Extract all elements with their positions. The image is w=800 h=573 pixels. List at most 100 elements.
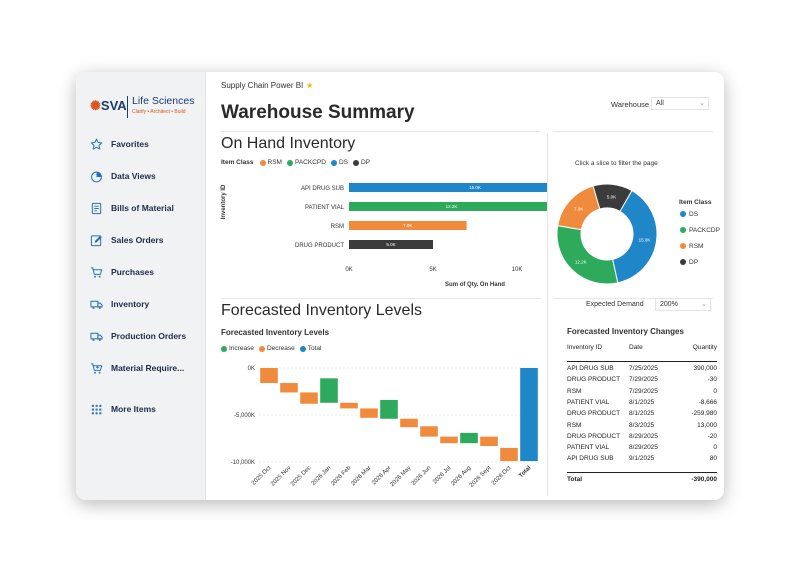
legend-item-packcpd[interactable]: PACKCPD <box>286 159 326 166</box>
donut-slice[interactable] <box>612 189 658 284</box>
data-label: 7.0K <box>403 223 412 228</box>
on-hand-bar-chart[interactable]: Inventory ID API DRUG SUB 15.0K PATIENT VIA… <box>217 172 547 298</box>
legend-swatch <box>330 159 337 166</box>
sidebar-item-favorites[interactable]: Favorites <box>90 135 149 153</box>
sidebar-item-sales-orders[interactable]: Sales Orders <box>90 231 163 249</box>
sidebar-item-bills-of-material[interactable]: Bills of Material <box>90 199 174 217</box>
table-cell: -20 <box>707 432 717 440</box>
donut-slice[interactable] <box>556 225 619 285</box>
waterfall-bar[interactable] <box>460 432 478 444</box>
table-row[interactable]: RSM 8/3/2025 13,000 <box>567 422 717 433</box>
waterfall-bar[interactable] <box>320 378 338 403</box>
bar[interactable] <box>349 183 547 192</box>
table-row[interactable]: DRUG PRODUCT 8/1/2025 -259,980 <box>567 410 717 421</box>
favorite-star-icon[interactable]: ★ <box>306 81 314 90</box>
waterfall-bar[interactable] <box>500 447 518 462</box>
waterfall-bar[interactable] <box>400 418 418 428</box>
sidebar-item-purchases[interactable]: Purchases <box>90 263 154 281</box>
bar[interactable] <box>349 202 547 211</box>
legend-swatch <box>680 259 686 265</box>
table-cell: 80 <box>709 455 717 463</box>
waterfall-bar[interactable] <box>360 408 378 418</box>
waterfall-bar[interactable] <box>520 368 538 462</box>
table-row[interactable]: API DRUG SUB 9/1/2025 80 <box>567 455 717 466</box>
edit-icon <box>90 234 102 246</box>
chevron-down-icon: ⌄ <box>699 100 705 107</box>
divider <box>553 131 713 132</box>
legend-swatch <box>259 159 266 166</box>
table-row[interactable]: API DRUG SUB 7/25/2025 390,000 <box>567 365 717 376</box>
y-tick-label: -10,000K <box>231 460 255 466</box>
expected-demand-select[interactable]: 200% ⌄ <box>655 298 711 311</box>
expected-demand-value: 200% <box>660 301 678 308</box>
sidebar-item-data-views[interactable]: Data Views <box>90 167 156 185</box>
waterfall-bar[interactable] <box>480 436 498 447</box>
logo-mark: ✺SVA <box>90 98 127 113</box>
sidebar-item-label: Data Views <box>111 171 156 181</box>
waterfall-bar[interactable] <box>300 392 318 404</box>
divider <box>547 134 548 496</box>
table-row[interactable]: DRUG PRODUCT 7/29/2025 -30 <box>567 376 717 387</box>
brand-logo[interactable]: ✺SVA Life Sciences Clarify • Architect •… <box>90 94 202 122</box>
legend-swatch <box>680 227 686 233</box>
legend-label: DS <box>689 211 699 218</box>
table-cell: DRUG PRODUCT <box>567 410 621 418</box>
data-label: 5.0K <box>607 194 616 199</box>
legend-item-dp[interactable]: DP <box>352 159 370 166</box>
legend-item-rsm[interactable]: RSM <box>259 159 282 166</box>
legend-item-ds[interactable]: DS <box>330 159 348 166</box>
y-tick-label: -5,000K <box>234 413 255 419</box>
legend-item-decrease[interactable]: Decrease <box>258 345 295 352</box>
warehouse-select[interactable]: All ⌄ <box>651 97 709 110</box>
star-icon <box>90 138 103 150</box>
waterfall-bar[interactable] <box>380 399 398 419</box>
table-cell: 7/29/2025 <box>629 387 658 395</box>
waterfall-bar[interactable] <box>260 368 278 384</box>
legend-item-increase[interactable]: Increase <box>221 345 254 352</box>
table-cell: 8/1/2025 <box>629 410 655 418</box>
on-hand-legend: Item Class RSM PACKCPD DS DP <box>221 159 375 166</box>
table-row[interactable]: RSM 7/29/2025 0 <box>567 388 717 399</box>
x-tick-label: 2026 Sept <box>469 465 493 489</box>
waterfall-bar[interactable] <box>440 436 458 444</box>
sidebar-item-more-items[interactable]: More Items <box>90 400 156 418</box>
forecast-chart-title: Forecasted Inventory Levels <box>221 328 330 337</box>
table-row[interactable]: PATIENT VIAL 8/1/2025 -8,666 <box>567 399 717 410</box>
table-cell: 8/1/2025 <box>629 398 655 406</box>
forecast-legend: Increase Decrease Total <box>221 345 327 352</box>
table-row[interactable]: PATIENT VIAL 8/29/2025 0 <box>567 444 717 455</box>
legend-label: Decrease <box>266 345 295 352</box>
category-label: PATIENT VIAL <box>305 205 345 211</box>
divider <box>221 298 541 299</box>
waterfall-bar[interactable] <box>340 402 358 409</box>
chevron-down-icon: ⌄ <box>701 301 707 308</box>
bar[interactable] <box>349 240 433 249</box>
legend-title: Item Class <box>679 199 712 206</box>
legend-swatch <box>221 345 227 352</box>
item-class-donut-chart[interactable]: 15.0K 12.2K 7.0K 5.0K Item Class DS PACKCDP RSM… <box>553 172 723 292</box>
x-axis-label: Sum of Qty. On Hand <box>445 282 505 288</box>
table-row[interactable]: DRUG PRODUCT 8/29/2025 -20 <box>567 433 717 444</box>
sidebar-item-inventory[interactable]: Inventory <box>90 295 149 313</box>
sidebar-item-production-orders[interactable]: Production Orders <box>90 327 186 345</box>
breadcrumb[interactable]: Supply Chain Power BI ★ <box>221 81 313 90</box>
legend-label: Increase <box>229 345 254 352</box>
total-value: -390,000 <box>691 476 717 483</box>
column-header: Inventory ID <box>567 344 603 351</box>
legend-swatch <box>680 211 686 217</box>
category-label: API DRUG SUB <box>301 186 344 192</box>
table-cell: -30 <box>707 376 717 384</box>
divider <box>221 131 541 132</box>
sidebar-item-material-requirements[interactable]: Material Require... <box>90 359 184 377</box>
data-label: 12.2K <box>575 260 587 265</box>
cart-plus-icon <box>90 362 103 374</box>
table-total-row: Total -390,000 <box>567 476 717 487</box>
waterfall-bar[interactable] <box>420 426 438 437</box>
table-cell: 8/29/2025 <box>629 444 658 452</box>
bar[interactable] <box>349 221 467 230</box>
legend-item-total[interactable]: Total <box>299 345 322 352</box>
table-cell: API DRUG SUB <box>567 455 614 463</box>
donut-slice[interactable] <box>592 183 633 213</box>
waterfall-bar[interactable] <box>280 383 298 393</box>
